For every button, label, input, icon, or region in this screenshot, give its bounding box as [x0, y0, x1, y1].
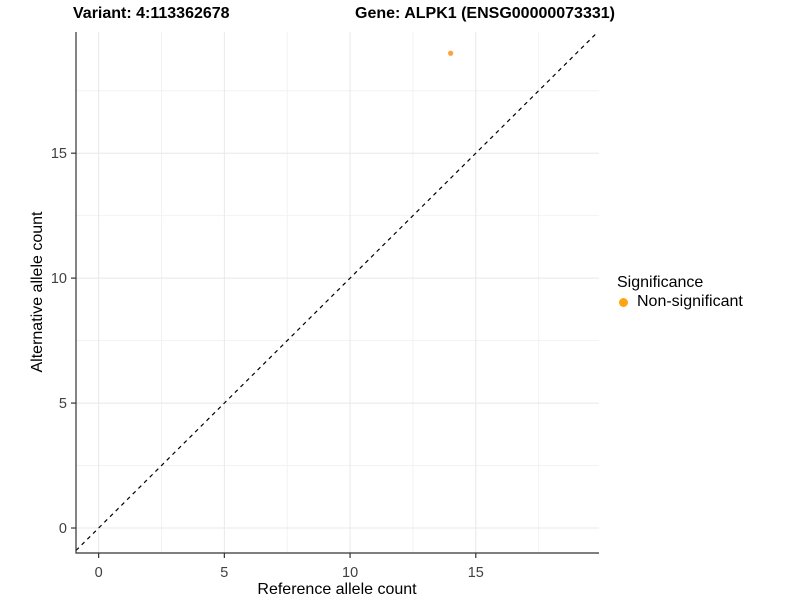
x-axis-title: Reference allele count: [257, 581, 417, 598]
plot-title-gene: Gene: ALPK1 (ENSG00000073331): [355, 5, 615, 22]
legend: Significance Non-significant: [617, 274, 743, 311]
y-tick-label: 0: [59, 521, 67, 537]
plot-title-variant: Variant: 4:113362678: [73, 5, 230, 22]
legend-entry-non-significant: Non-significant: [617, 293, 743, 311]
identity-reference-line: [75, 31, 599, 551]
x-tick-label: 15: [468, 565, 484, 581]
y-axis-title: Alternative allele count: [29, 211, 46, 373]
y-tick-label: 15: [51, 146, 67, 162]
legend-point-icon: [619, 297, 628, 307]
data-point: [448, 50, 454, 56]
legend-entry-label: Non-significant: [637, 293, 743, 310]
legend-key: [617, 296, 630, 309]
legend-title: Significance: [617, 274, 704, 291]
y-tick-label: 5: [59, 396, 67, 412]
y-tick-label: 10: [51, 271, 67, 287]
x-tick-label: 10: [342, 565, 358, 581]
x-tick-label: 0: [95, 565, 103, 581]
x-tick-label: 5: [220, 565, 228, 581]
